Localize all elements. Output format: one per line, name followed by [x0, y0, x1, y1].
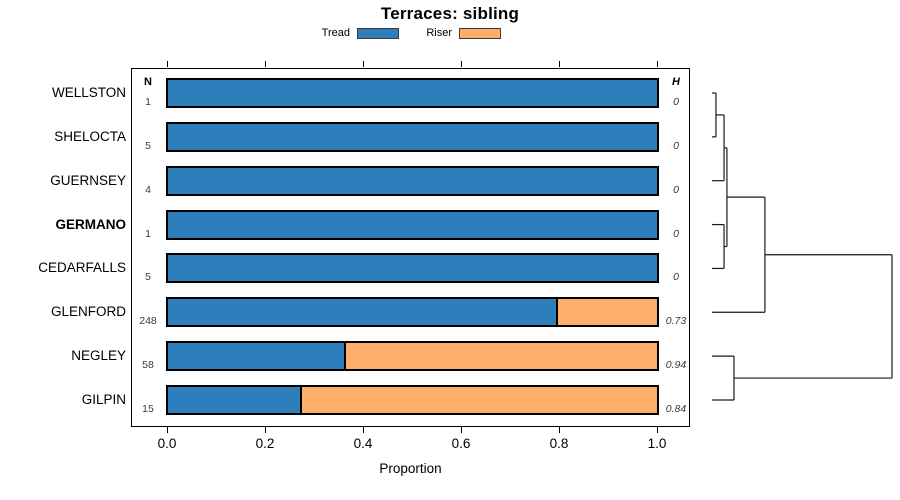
- x-axis-tick-top: [265, 61, 267, 67]
- plot-area: [131, 68, 690, 427]
- h-value: 0.73: [665, 315, 687, 328]
- bar-wellston: [165, 78, 659, 108]
- bar-cedarfalls: [165, 253, 659, 284]
- chart-title: Terraces: sibling: [380, 4, 520, 23]
- n-value: 58: [142, 359, 154, 372]
- x-axis-tick-label: 0.6: [451, 436, 471, 451]
- x-axis-label: Proportion: [379, 461, 442, 476]
- n-value: 5: [145, 271, 151, 284]
- x-axis-tick-bottom: [363, 427, 365, 433]
- x-axis-tick-label: 1.0: [647, 436, 667, 451]
- h-value: 0.94: [665, 359, 687, 372]
- x-axis-tick-label: 0.4: [353, 436, 373, 451]
- x-axis-tick-label: 0.0: [157, 436, 177, 451]
- h-value: 0: [673, 183, 679, 196]
- row-label-gilpin: GILPIN: [81, 391, 126, 407]
- h-column-header: H: [672, 76, 680, 88]
- bar-segment-tread: [167, 167, 657, 194]
- row-label-guernsey: GUERNSEY: [50, 172, 126, 188]
- n-value: 1: [145, 96, 151, 108]
- bar-segment-tread: [167, 211, 657, 238]
- bar-germano: [165, 209, 659, 240]
- bar-segment-tread: [167, 123, 657, 150]
- bar-negley: [165, 341, 659, 372]
- row-label-cedarfalls: CEDARFALLS: [38, 260, 126, 276]
- bar-segment-riser: [299, 386, 657, 413]
- n-value: 4: [145, 183, 151, 196]
- x-axis-tick-bottom: [657, 427, 659, 433]
- bar-segment-tread: [167, 343, 344, 370]
- x-axis-tick-top: [167, 61, 169, 67]
- h-value: 0: [673, 271, 679, 284]
- n-value: 248: [139, 315, 157, 328]
- row-label-germano: GERMANO: [55, 216, 127, 232]
- x-axis-tick-bottom: [559, 427, 561, 433]
- n-value: 1: [145, 227, 151, 240]
- n-column-header: N: [144, 76, 152, 88]
- x-axis-tick-top: [559, 61, 561, 67]
- h-value: 0: [673, 227, 679, 240]
- bar-segment-riser: [343, 343, 657, 370]
- legend-label-tread: Tread: [321, 27, 350, 39]
- bar-segment-tread: [167, 255, 657, 282]
- row-label-negley: NEGLEY: [71, 348, 126, 364]
- bar-segment-tread: [167, 299, 557, 326]
- bar-shelocta: [165, 121, 659, 152]
- legend-swatch-riser: [459, 28, 501, 39]
- x-axis-tick-label: 0.8: [549, 436, 569, 451]
- x-axis-tick-top: [363, 61, 365, 67]
- h-value: 0: [673, 139, 679, 152]
- row-label-glenford: GLENFORD: [50, 304, 126, 320]
- bar-segment-riser: [556, 299, 657, 326]
- bar-guernsey: [165, 165, 659, 196]
- x-axis-tick-top: [461, 61, 463, 67]
- bar-gilpin: [165, 384, 659, 415]
- legend-swatch-tread: [357, 28, 399, 39]
- x-axis-tick-bottom: [461, 427, 463, 433]
- bar-segment-tread: [167, 386, 300, 413]
- row-label-shelocta: SHELOCTA: [54, 128, 126, 144]
- legend-label-riser: Riser: [426, 27, 452, 39]
- x-axis-tick-bottom: [167, 427, 169, 433]
- row-label-wellston: WELLSTON: [51, 85, 126, 100]
- n-value: 15: [142, 402, 154, 415]
- x-axis-tick-bottom: [265, 427, 267, 433]
- h-value: 0.84: [665, 402, 687, 415]
- h-value: 0: [673, 96, 679, 108]
- n-value: 5: [145, 139, 151, 152]
- bar-glenford: [165, 297, 659, 328]
- x-axis-tick-label: 0.2: [255, 436, 275, 451]
- bar-segment-tread: [167, 80, 657, 106]
- x-axis-tick-top: [657, 61, 659, 67]
